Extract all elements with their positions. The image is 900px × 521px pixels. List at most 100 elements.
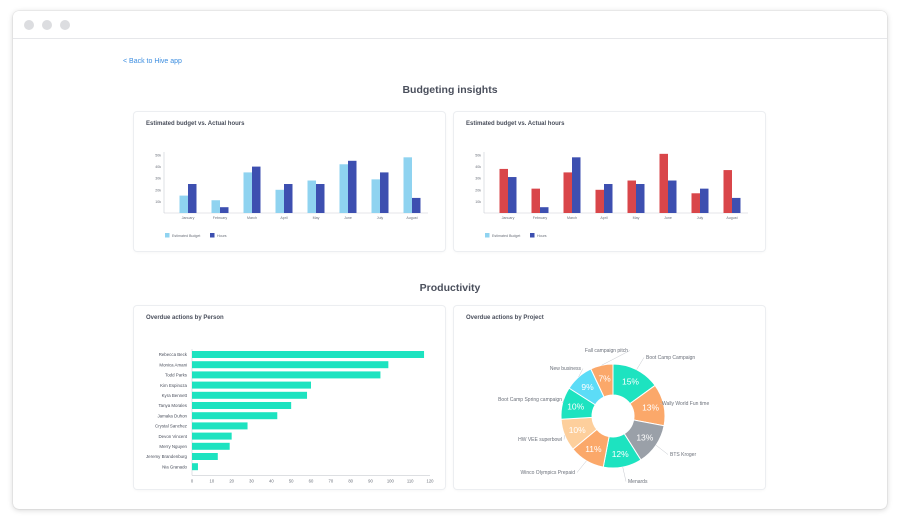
bar-estimated	[339, 164, 348, 213]
bar-hours	[700, 188, 709, 213]
bar-hours	[732, 197, 741, 213]
window-close-dot[interactable]	[24, 20, 34, 30]
x-tick-label: May	[633, 216, 640, 220]
budget-chart-2-title: Estimated budget vs. Actual hours	[466, 121, 565, 127]
bar-estimated	[563, 172, 572, 213]
bar-estimated	[595, 189, 604, 213]
person-bar	[192, 422, 248, 430]
slice-leader-line	[655, 445, 669, 455]
person-bar	[192, 402, 292, 409]
slice-name-label: Fall campaign pitch	[585, 348, 628, 354]
bar-estimated	[723, 170, 732, 213]
slice-percent-label: 15%	[622, 377, 639, 387]
x-tick-label: March	[567, 216, 577, 220]
budget-chart-card-2: Estimated budget vs. Actual hours 10k 20k…	[454, 112, 765, 251]
slice-leader-line	[563, 435, 565, 440]
person-bar	[192, 442, 230, 450]
slice-leader-line	[578, 368, 584, 378]
person-label: Todd Parks	[165, 373, 188, 378]
legend-label: Hours	[217, 234, 227, 238]
x-tick-label: January	[182, 216, 195, 220]
x-tick-label: August	[726, 216, 737, 220]
bar-hours	[604, 184, 613, 213]
bar-hours	[220, 207, 229, 213]
slice-name-label: Winco Olympics Prepaid	[521, 470, 576, 476]
legend-swatch	[210, 233, 215, 238]
x-tick-label: 0	[191, 478, 194, 483]
bar-estimated	[243, 172, 252, 213]
slice-leader-line	[562, 399, 565, 404]
person-bar	[192, 381, 311, 389]
y-tick-label: 30k	[155, 177, 161, 181]
x-tick-label: April	[600, 216, 607, 220]
bar-hours	[508, 177, 517, 213]
browser-window: < Back to Hive app Budgeting insights Es…	[13, 11, 887, 509]
x-tick-label: 110	[407, 478, 414, 483]
person-label: Kyra Bennett	[162, 393, 188, 398]
x-tick-label: 50	[289, 478, 294, 483]
bar-estimated	[211, 200, 220, 213]
slice-name-label: HW VEE superbowl	[518, 437, 562, 443]
bar-hours	[380, 172, 389, 213]
x-tick-label: July	[697, 216, 704, 220]
x-tick-label: 20	[229, 478, 234, 483]
slice-leader-line	[659, 403, 664, 405]
person-bar	[192, 412, 278, 420]
window-minimize-dot[interactable]	[42, 20, 52, 30]
slice-percent-label: 12%	[612, 449, 629, 459]
slice-name-label: Boot Camp Campaign	[646, 355, 695, 361]
bar-estimated	[371, 179, 380, 213]
x-tick-label: 90	[368, 478, 373, 483]
bar-hours	[316, 184, 325, 213]
legend-label: Estimated Budget	[492, 234, 520, 238]
productivity-title: Productivity	[419, 282, 481, 294]
person-bar	[192, 432, 232, 440]
x-tick-label: August	[406, 216, 417, 220]
bar-estimated	[499, 168, 508, 213]
y-tick-label: 10k	[155, 200, 161, 204]
person-bar	[192, 453, 218, 460]
slice-name-label: New business	[550, 366, 582, 372]
x-tick-label: 60	[309, 478, 314, 483]
person-bar	[192, 361, 389, 369]
back-to-hive-link[interactable]: < Back to Hive app	[123, 58, 182, 65]
bar-hours	[412, 197, 421, 213]
slice-name-label: Boot Camp Spring campaign	[498, 397, 562, 403]
budget-chart-1-title: Estimated budget vs. Actual hours	[146, 121, 245, 127]
y-tick-label: 20k	[475, 188, 481, 192]
window-maximize-dot[interactable]	[60, 20, 70, 30]
y-tick-label: 30k	[475, 177, 481, 181]
y-tick-label: 50k	[155, 154, 161, 158]
x-tick-label: 80	[348, 478, 353, 483]
bar-estimated	[691, 193, 700, 213]
bar-estimated	[307, 180, 316, 213]
slice-leader-line	[576, 460, 587, 473]
x-tick-label: 10	[209, 478, 214, 483]
bar-estimated	[659, 153, 668, 213]
person-bar	[192, 463, 198, 471]
y-tick-label: 40k	[155, 165, 161, 169]
x-tick-label: 40	[269, 478, 274, 483]
budget-chart-2: 10k 20k 30k 40k 50k January February March April…	[475, 152, 748, 238]
person-label: Merry Nguyen	[159, 444, 187, 449]
bar-estimated	[403, 157, 412, 213]
x-tick-label: 100	[387, 478, 395, 483]
bar-hours	[636, 184, 645, 213]
bar-estimated	[627, 180, 636, 213]
x-tick-label: January	[502, 216, 515, 220]
bar-estimated	[275, 189, 284, 213]
overdue-person-card: Overdue actions by Person 0 10 20 30 40 50 60 7…	[134, 306, 445, 489]
budget-chart-1: 10k 20k 30k 40k 50k January February March April…	[155, 152, 428, 238]
slice-percent-label: 7%	[598, 373, 611, 383]
person-label: Nia Granado	[162, 464, 187, 469]
person-label: Jamaka Duhon	[157, 413, 187, 418]
slice-percent-label: 11%	[585, 444, 602, 454]
slice-percent-label: 9%	[581, 382, 594, 392]
person-label: Jeremy Brandenburg	[146, 454, 188, 459]
budget-chart-card-1: Estimated budget vs. Actual hours 10k 20k…	[134, 112, 445, 251]
slice-percent-label: 10%	[567, 401, 584, 411]
bar-hours	[668, 180, 677, 213]
x-tick-label: 120	[427, 478, 435, 483]
x-tick-label: July	[377, 216, 384, 220]
